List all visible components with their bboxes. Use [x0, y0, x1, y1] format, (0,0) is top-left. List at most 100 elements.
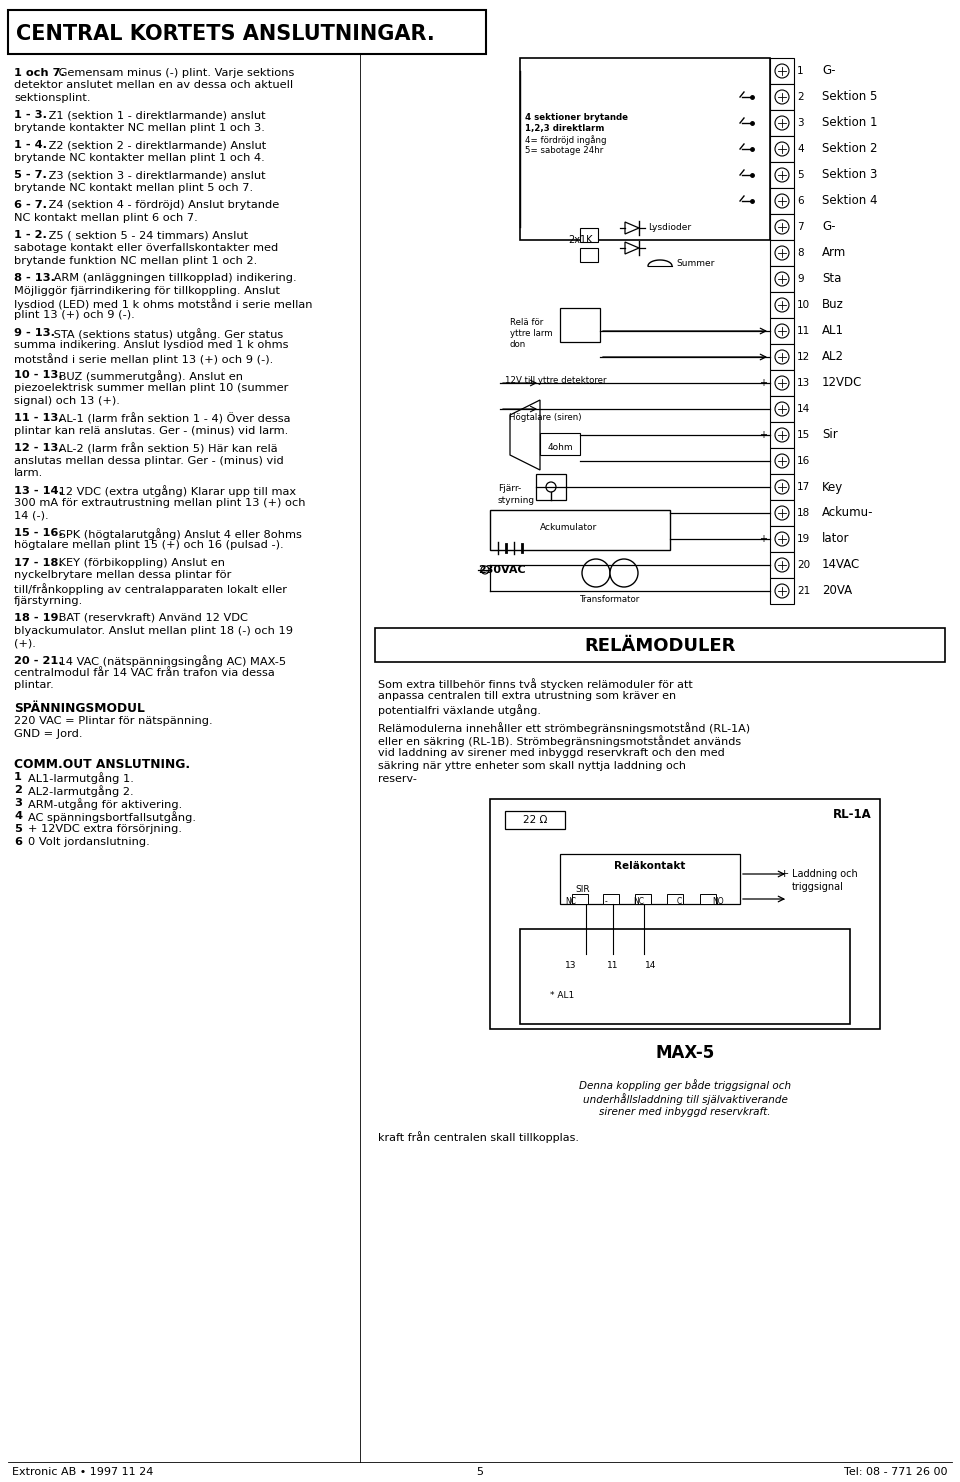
Text: SIR: SIR [575, 885, 589, 894]
Bar [770, 396, 794, 422]
Text: 13: 13 [797, 378, 810, 388]
Text: Sektion 2: Sektion 2 [822, 142, 877, 156]
Text: 12 - 13.: 12 - 13. [14, 443, 62, 453]
Bar [375, 628, 945, 662]
Text: C: C [677, 898, 682, 907]
Circle shape [775, 219, 789, 234]
Text: (+).: (+). [14, 637, 36, 648]
Text: reserv-: reserv- [378, 774, 417, 784]
Text: signal) och 13 (+).: signal) och 13 (+). [14, 396, 120, 406]
Text: 4: 4 [797, 144, 804, 154]
Text: 14: 14 [797, 405, 810, 413]
Text: Z4 (sektion 4 - fördröjd) Anslut brytande: Z4 (sektion 4 - fördröjd) Anslut brytand… [45, 200, 279, 210]
Text: 4 sektioner brytande: 4 sektioner brytande [525, 113, 628, 122]
Text: 9: 9 [797, 274, 804, 285]
Text: AL-1 (larm från sektion 1 - 4) Över dessa: AL-1 (larm från sektion 1 - 4) Över dess… [56, 413, 291, 424]
Bar [580, 247, 598, 262]
Text: COMM.OUT ANSLUTNING.: COMM.OUT ANSLUTNING. [14, 757, 190, 771]
Text: ARM-utgång för aktivering.: ARM-utgång för aktivering. [28, 797, 182, 809]
Text: +: + [759, 534, 767, 544]
Text: lator: lator [822, 532, 850, 545]
Text: plintar.: plintar. [14, 680, 54, 691]
Text: 11: 11 [608, 962, 619, 971]
Bar [770, 551, 794, 578]
Circle shape [481, 566, 489, 574]
Bar [770, 578, 794, 605]
Circle shape [775, 298, 789, 313]
Text: AL2-larmutgång 2.: AL2-larmutgång 2. [28, 785, 133, 797]
Text: MAX-5: MAX-5 [656, 1043, 714, 1063]
Text: 4= fördröjd ingång: 4= fördröjd ingång [525, 135, 607, 145]
Text: brytande NC kontakt mellan plint 5 och 7.: brytande NC kontakt mellan plint 5 och 7… [14, 182, 253, 193]
Text: 220 VAC = Plintar för nätspänning.: 220 VAC = Plintar för nätspänning. [14, 716, 212, 726]
Text: detektor anslutet mellan en av dessa och aktuell: detektor anslutet mellan en av dessa och… [14, 80, 293, 90]
Text: RL-1A: RL-1A [833, 809, 872, 821]
Text: 16: 16 [797, 456, 810, 465]
Text: -: - [761, 405, 765, 413]
Text: Gemensam minus (-) plint. Varje sektions: Gemensam minus (-) plint. Varje sektions [56, 68, 295, 79]
Circle shape [775, 402, 789, 416]
Text: Transformator: Transformator [580, 594, 640, 605]
Text: larm.: larm. [14, 468, 43, 479]
Text: blyackumulator. Anslut mellan plint 18 (-) och 19: blyackumulator. Anslut mellan plint 18 (… [14, 625, 293, 636]
Text: G-: G- [822, 221, 835, 234]
Text: Summer: Summer [676, 258, 714, 267]
Text: Z2 (sektion 2 - direktlarmande) Anslut: Z2 (sektion 2 - direktlarmande) Anslut [45, 141, 266, 151]
Text: yttre larm: yttre larm [510, 329, 553, 338]
Text: +: + [759, 378, 767, 388]
Text: 14: 14 [645, 962, 657, 971]
Text: 19: 19 [797, 534, 810, 544]
Text: 15: 15 [797, 430, 810, 440]
Circle shape [775, 90, 789, 104]
Bar [770, 370, 794, 396]
Text: Key: Key [822, 480, 843, 494]
Circle shape [775, 246, 789, 259]
Bar [770, 240, 794, 265]
Text: summa indikering. Anslut lysdiod med 1 k ohms: summa indikering. Anslut lysdiod med 1 k… [14, 341, 289, 351]
Text: 1 och 7.: 1 och 7. [14, 68, 65, 79]
Text: eller en säkring (RL-1B). Strömbegränsningsmotståndet används: eller en säkring (RL-1B). Strömbegränsni… [378, 735, 741, 747]
Text: 1,2,3 direktlarm: 1,2,3 direktlarm [525, 124, 605, 133]
Text: 18: 18 [797, 508, 810, 519]
Text: Sektion 4: Sektion 4 [822, 194, 877, 207]
Text: SPK (högtalarutgång) Anslut 4 eller 8ohms: SPK (högtalarutgång) Anslut 4 eller 8ohm… [56, 528, 302, 539]
Text: Sektion 1: Sektion 1 [822, 117, 877, 129]
Bar [490, 799, 880, 1029]
Text: Ackumulator: Ackumulator [540, 523, 597, 532]
Bar [770, 292, 794, 319]
Text: 12VDC: 12VDC [822, 376, 862, 390]
Bar [540, 433, 580, 455]
Text: NC: NC [634, 898, 644, 907]
Text: triggsignal: triggsignal [792, 882, 844, 892]
Text: 230VAC: 230VAC [478, 565, 526, 575]
Bar [560, 854, 740, 904]
Text: 10: 10 [797, 299, 810, 310]
Bar [770, 58, 794, 84]
Text: don: don [510, 339, 526, 348]
Text: Lysdioder: Lysdioder [648, 224, 691, 233]
Text: Buz: Buz [822, 298, 844, 311]
Text: 20 - 21.: 20 - 21. [14, 655, 62, 665]
Circle shape [775, 167, 789, 182]
Circle shape [775, 273, 789, 286]
Circle shape [775, 532, 789, 545]
Circle shape [546, 482, 556, 492]
Bar [505, 811, 565, 828]
Text: brytande NC kontakter mellan plint 1 och 4.: brytande NC kontakter mellan plint 1 och… [14, 153, 265, 163]
Text: RELÄMODULER: RELÄMODULER [585, 637, 735, 655]
Text: 1: 1 [797, 67, 804, 76]
Text: Z3 (sektion 3 - direktlarmande) anslut: Z3 (sektion 3 - direktlarmande) anslut [45, 170, 266, 181]
Text: sabotage kontakt eller överfallskontakter med: sabotage kontakt eller överfallskontakte… [14, 243, 278, 253]
Text: 12V till yttre detektorer: 12V till yttre detektorer [505, 376, 607, 385]
Circle shape [775, 325, 789, 338]
Text: 1 - 3.: 1 - 3. [14, 111, 47, 120]
Text: Tel: 08 - 771 26 00: Tel: 08 - 771 26 00 [845, 1467, 948, 1478]
Text: Arm: Arm [822, 246, 847, 259]
Bar [700, 894, 716, 904]
Text: plint 13 (+) och 9 (-).: plint 13 (+) och 9 (-). [14, 311, 134, 320]
Text: Som extra tillbehör finns två stycken relämoduler för att: Som extra tillbehör finns två stycken re… [378, 677, 693, 691]
Text: till/frånkoppling av centralapparaten lokalt eller: till/frånkoppling av centralapparaten lo… [14, 582, 287, 594]
Text: högtalare mellan plint 15 (+) och 16 (pulsad -).: högtalare mellan plint 15 (+) och 16 (pu… [14, 541, 283, 550]
Text: +: + [759, 430, 767, 440]
Text: ARM (anläggningen tillkopplad) indikering.: ARM (anläggningen tillkopplad) indikerin… [50, 273, 297, 283]
